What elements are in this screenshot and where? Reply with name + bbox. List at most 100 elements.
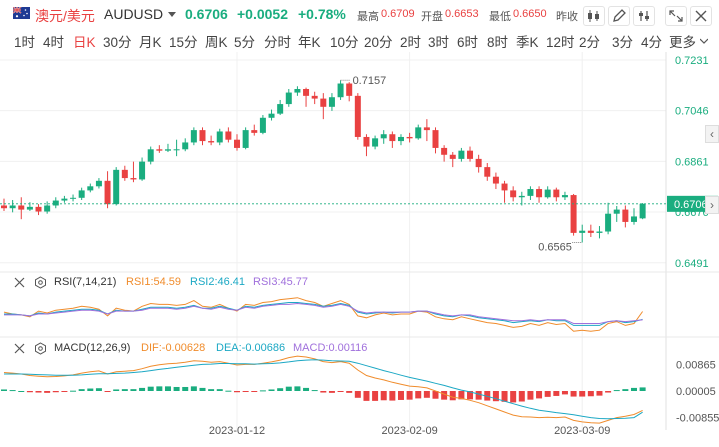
period-tab-5[interactable]: 15分	[169, 35, 198, 50]
settings-hexagon-icon[interactable]	[34, 276, 47, 289]
macd-histogram-bar	[311, 390, 318, 392]
chevron-down-icon[interactable]	[700, 38, 708, 44]
macd-histogram-bar	[104, 391, 111, 392]
period-tab-4[interactable]: 月K	[139, 35, 162, 50]
candle-body	[44, 205, 51, 212]
candle-body	[475, 158, 482, 168]
period-tab-13[interactable]: 3时	[428, 35, 450, 50]
candle-body	[613, 209, 620, 214]
candle-body	[139, 161, 146, 180]
rsi2-value: RSI2:46.41	[190, 276, 246, 288]
period-tab-15[interactable]: 8时	[487, 35, 509, 50]
symbol-name[interactable]: 澳元/美元	[35, 8, 95, 24]
period-tab-8[interactable]: 分时	[264, 35, 291, 50]
draw-button[interactable]	[608, 6, 630, 26]
candle-body	[70, 197, 77, 199]
macd-histogram-bar	[553, 391, 560, 396]
macd-histogram-bar	[52, 391, 59, 393]
candle-body	[303, 89, 310, 96]
period-tab-17[interactable]: 12时	[546, 35, 575, 50]
period-tab-6[interactable]: 周K	[205, 35, 228, 50]
period-tab-7[interactable]: 5分	[234, 35, 256, 50]
period-tab-11[interactable]: 20分	[364, 35, 393, 50]
quote-header: 澳元/美元 AUDUSD 0.6706 +0.0052 +0.78% 最高 0.…	[0, 0, 719, 28]
period-tab-14[interactable]: 6时	[457, 35, 479, 50]
macd-histogram-bar	[458, 391, 465, 400]
close-icon[interactable]	[14, 343, 25, 354]
macd-histogram-bar	[199, 387, 206, 391]
settings-hexagon-icon[interactable]	[34, 342, 47, 355]
macd-histogram-bar	[44, 391, 51, 393]
period-tab-16[interactable]: 季K	[516, 35, 539, 50]
chevron-down-icon[interactable]	[168, 12, 176, 18]
macd-histogram-bar	[423, 391, 430, 398]
period-tab-20[interactable]: 4分	[641, 35, 663, 50]
symbol-code[interactable]: AUDUSD	[104, 6, 164, 22]
macd-label: MACD(12,26,9)	[54, 342, 131, 354]
macd-histogram-bar	[639, 387, 646, 391]
close-icon[interactable]	[14, 277, 25, 288]
period-tab-19[interactable]: 3分	[612, 35, 634, 50]
close-button[interactable]	[690, 6, 712, 26]
pencil-icon	[613, 9, 626, 22]
period-tab-21[interactable]: 更多	[669, 35, 696, 50]
candle-body	[553, 189, 560, 198]
macd-histogram-bar	[518, 391, 525, 402]
macd-histogram-bar	[613, 390, 620, 392]
candle-body	[216, 131, 223, 143]
candle-body	[311, 95, 318, 99]
candle-body	[570, 195, 577, 233]
candle-body	[277, 104, 284, 114]
macd-histogram-bar	[406, 391, 413, 400]
macd-histogram-bar	[242, 391, 249, 392]
macd-histogram-bar	[113, 389, 120, 391]
candle-body	[518, 195, 525, 198]
candle-body	[432, 130, 439, 148]
fullscreen-button[interactable]	[665, 6, 687, 26]
price-tick-label: 0.7046	[675, 106, 709, 118]
candle-body	[389, 134, 396, 142]
candle-body	[208, 141, 215, 143]
scroll-right-button[interactable]: ›	[705, 196, 719, 214]
macd-histogram-bar	[441, 391, 448, 400]
macd-tick-label: 0.00865	[676, 359, 716, 371]
macd-histogram-bar	[492, 391, 499, 402]
period-tab-3[interactable]: 30分	[103, 35, 132, 50]
candle-body	[561, 195, 568, 198]
macd-histogram-bar	[1, 389, 7, 391]
macd-histogram-bar	[449, 391, 456, 401]
macd-histogram-bar	[510, 391, 517, 403]
period-tab-2[interactable]: 日K	[73, 35, 96, 50]
candle-body	[492, 176, 499, 184]
date-tick-label: 2023-02-09	[381, 425, 437, 437]
price-tick-label: 0.6491	[675, 258, 709, 270]
prev-close-label: 昨收	[556, 11, 578, 23]
macd-histogram-bar	[587, 391, 594, 397]
candle-body	[9, 205, 16, 209]
period-tab-12[interactable]: 2时	[400, 35, 422, 50]
macd-histogram-bar	[35, 391, 42, 393]
period-tab-10[interactable]: 10分	[330, 35, 359, 50]
candlestick-chart[interactable]: 0.72310.70460.68610.66760.64910.67060.71…	[0, 52, 719, 447]
low-label: 最低	[489, 11, 511, 23]
scroll-left-button[interactable]: ‹	[705, 125, 719, 143]
period-tab-18[interactable]: 2分	[579, 35, 601, 50]
candle-body	[268, 113, 275, 118]
candle-body	[501, 183, 508, 191]
candle-body	[104, 180, 111, 205]
candlestick-chart-button[interactable]	[583, 6, 605, 26]
period-tab-1[interactable]: 4时	[43, 35, 65, 50]
macd-histogram-bar	[285, 386, 292, 391]
candle-body	[190, 130, 197, 143]
candle-body	[182, 142, 189, 150]
macd-histogram-bar	[328, 391, 335, 393]
macd-histogram-bar	[156, 386, 163, 391]
candle-body	[337, 83, 344, 98]
settings-button[interactable]	[633, 6, 655, 26]
period-tab-0[interactable]: 1时	[14, 35, 36, 50]
candle-body	[536, 189, 543, 198]
macd-histogram-bar	[544, 391, 551, 397]
candle-body	[372, 138, 379, 147]
candle-body	[449, 154, 456, 159]
period-tab-9[interactable]: 年K	[298, 35, 321, 50]
